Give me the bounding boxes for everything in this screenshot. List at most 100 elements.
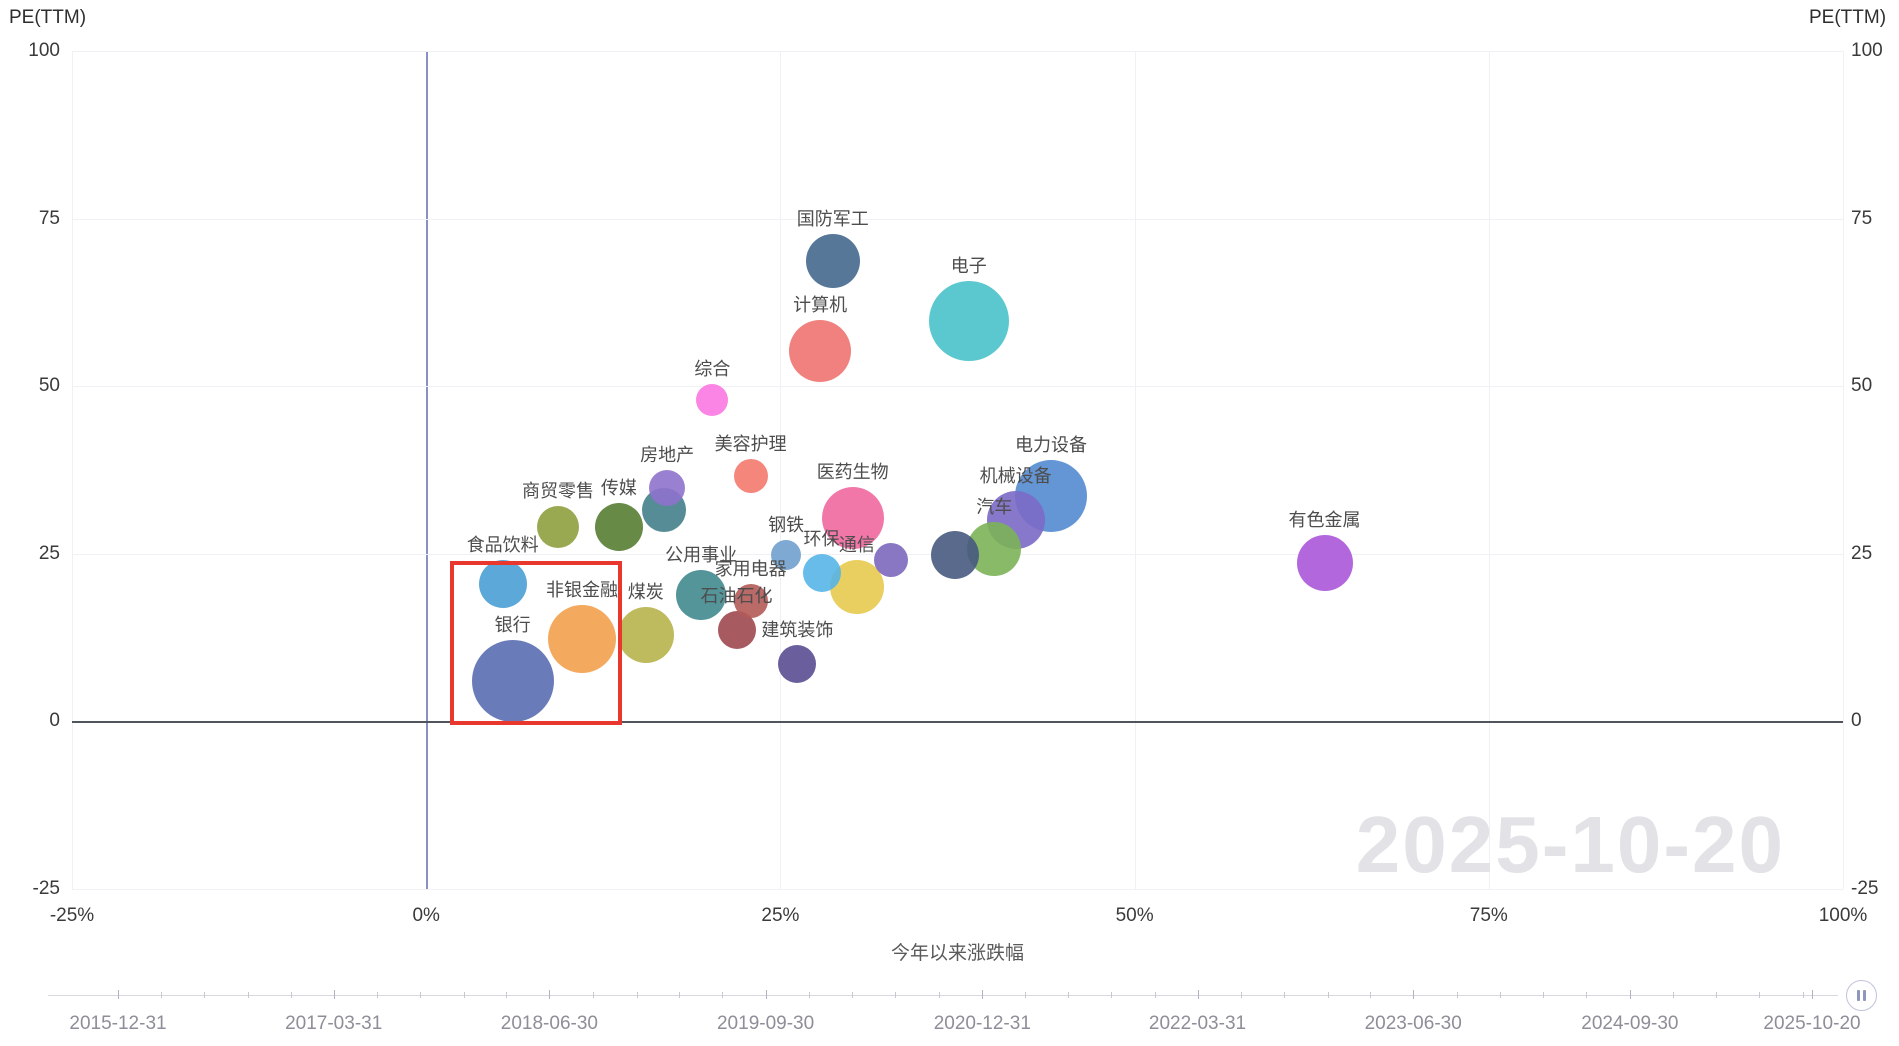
timeline-axis-line [48, 995, 1838, 996]
bubble[interactable] [930, 531, 979, 580]
pause-button[interactable] [1846, 980, 1877, 1011]
timeline-tick[interactable] [982, 990, 984, 999]
bubble-label: 钢铁 [768, 515, 805, 536]
bubble-label: 石油石化 [700, 586, 773, 607]
bubble-label: 建筑装饰 [761, 620, 834, 641]
v-gridline [1134, 51, 1136, 889]
bubble-label: 通信 [838, 534, 875, 555]
timeline-tick[interactable] [291, 992, 293, 998]
timeline-tick[interactable] [204, 992, 206, 998]
timeline-tick[interactable] [1759, 992, 1760, 998]
bubble-label: 国防军工 [796, 208, 869, 229]
timeline-tick[interactable] [1716, 992, 1717, 998]
v-gridline [1488, 51, 1490, 889]
timeline-tick[interactable] [1370, 992, 1372, 998]
bubble-label: 公用事业 [665, 545, 738, 566]
timeline-tick[interactable] [1812, 990, 1813, 999]
bubble-食品饮料[interactable] [478, 560, 527, 608]
bubble[interactable] [873, 542, 908, 577]
timeline-tick[interactable] [592, 992, 594, 998]
bubble-计算机[interactable] [789, 319, 852, 382]
timeline-date[interactable]: 2015-12-31 [69, 1013, 167, 1034]
timeline-tick[interactable] [636, 992, 638, 998]
timeline-tick[interactable] [1673, 992, 1675, 998]
x-tick-label: 0% [412, 905, 440, 926]
bubble-有色金属[interactable] [1296, 535, 1353, 592]
bubble-label: 计算机 [793, 294, 848, 315]
bubble-传媒[interactable] [594, 503, 643, 551]
bubble-综合[interactable] [696, 383, 729, 416]
bubble-非银金融[interactable] [548, 604, 616, 673]
timeline-date[interactable]: 2019-09-30 [716, 1013, 815, 1034]
timeline-tick[interactable] [1802, 992, 1804, 998]
timeline-tick[interactable] [1067, 992, 1069, 998]
timeline-tick[interactable] [549, 990, 551, 999]
timeline-tick[interactable] [1197, 990, 1199, 999]
bubble-公用事业[interactable] [676, 570, 727, 621]
timeline-tick[interactable] [1024, 992, 1026, 998]
bubble-煤炭[interactable] [617, 606, 674, 663]
bubble-美容护理[interactable] [733, 459, 768, 493]
timeline-tick[interactable] [1154, 992, 1156, 998]
bubble-国防军工[interactable] [805, 233, 860, 288]
bubble-银行[interactable] [471, 640, 554, 723]
bubble-label: 房地产 [640, 445, 695, 466]
bubble-医药生物[interactable] [821, 487, 884, 550]
bubble-家用电器[interactable] [733, 584, 768, 619]
timeline-tick[interactable] [118, 990, 119, 999]
timeline-tick[interactable] [1240, 992, 1242, 998]
bubble-label: 机械设备 [979, 465, 1052, 486]
date-watermark: 2025-10-20 [1355, 800, 1785, 889]
bubble-房地产[interactable] [649, 470, 686, 507]
timeline-tick[interactable] [1586, 992, 1588, 998]
timeline-tick[interactable] [809, 992, 811, 998]
timeline-tick[interactable] [765, 990, 767, 999]
h-gridline [72, 889, 1843, 890]
y-zero-gridline [72, 721, 1843, 724]
timeline-tick[interactable] [1456, 992, 1458, 998]
timeline-tick[interactable] [895, 992, 897, 998]
bubble-建筑装饰[interactable] [778, 645, 817, 684]
timeline-tick[interactable] [679, 992, 680, 998]
bubble-钢铁[interactable] [771, 540, 802, 571]
v-gridline [780, 51, 782, 889]
timeline-tick[interactable] [1500, 992, 1502, 998]
x-tick-label: 50% [1115, 905, 1154, 926]
timeline-tick[interactable] [852, 992, 854, 998]
bubble-电子[interactable] [928, 280, 1009, 361]
timeline-tick[interactable] [1327, 992, 1329, 998]
timeline-date[interactable]: 2018-06-30 [500, 1013, 598, 1034]
y-axis-title-right: PE(TTM) [1809, 7, 1887, 28]
bubble-商贸零售[interactable] [537, 506, 579, 548]
timeline-tick[interactable] [1543, 992, 1545, 998]
timeline-tick[interactable] [161, 992, 162, 998]
timeline-tick[interactable] [1413, 990, 1415, 999]
timeline-tick[interactable] [420, 992, 422, 998]
timeline-tick[interactable] [1111, 992, 1113, 998]
bubble-label: 综合 [694, 358, 731, 379]
timeline-tick[interactable] [376, 992, 378, 998]
timeline-tick[interactable] [506, 992, 508, 998]
y-tick-label-right: 50 [1851, 375, 1873, 397]
timeline-tick[interactable] [333, 990, 335, 999]
timeline-date[interactable]: 2024-09-30 [1581, 1013, 1679, 1034]
y-tick-label-left: -25 [32, 878, 60, 899]
timeline-tick[interactable] [938, 992, 940, 998]
bubble-label: 环保 [803, 529, 840, 550]
timeline: 2015-12-31 2017-03-31 2018-06-30 2019-09-30… [0, 975, 1899, 1046]
bubble-label: 有色金属 [1288, 510, 1361, 531]
timeline-tick[interactable] [1629, 990, 1631, 999]
timeline-date[interactable]: 2020-12-31 [933, 1013, 1031, 1034]
timeline-date[interactable]: 2023-06-30 [1364, 1013, 1462, 1034]
plot-area: 2025-10-20 银行 电子 电力设备 非银金融 医药生物 计算机 机械设备 煤炭 有色金属… [72, 51, 1844, 890]
timeline-tick[interactable] [247, 992, 249, 998]
bubble-环保[interactable] [802, 554, 841, 593]
timeline-date[interactable]: 2022-03-31 [1148, 1013, 1247, 1034]
timeline-tick[interactable] [1284, 992, 1286, 998]
timeline-date[interactable]: 2017-03-31 [285, 1013, 383, 1034]
timeline-date[interactable]: 2025-10-20 [1763, 1013, 1861, 1034]
bubble-label: 汽车 [976, 497, 1013, 518]
timeline-tick[interactable] [463, 992, 465, 998]
timeline-tick[interactable] [722, 992, 724, 998]
